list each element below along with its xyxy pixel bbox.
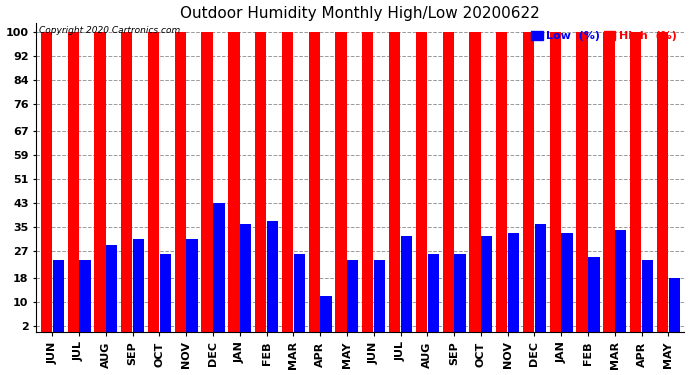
Bar bbox=[389, 32, 400, 332]
Bar bbox=[213, 203, 224, 332]
Bar bbox=[52, 260, 63, 332]
Title: Outdoor Humidity Monthly High/Low 20200622: Outdoor Humidity Monthly High/Low 202006… bbox=[181, 6, 540, 21]
Bar bbox=[401, 236, 412, 332]
Bar bbox=[159, 254, 171, 332]
Bar bbox=[201, 32, 213, 332]
Bar bbox=[282, 32, 293, 332]
Bar bbox=[106, 245, 117, 332]
Bar bbox=[669, 278, 680, 332]
Bar bbox=[186, 239, 198, 332]
Bar bbox=[362, 32, 373, 332]
Bar bbox=[79, 260, 90, 332]
Bar bbox=[240, 224, 251, 332]
Bar bbox=[576, 32, 588, 332]
Bar bbox=[481, 236, 493, 332]
Bar bbox=[642, 260, 653, 332]
Bar bbox=[95, 32, 106, 332]
Bar bbox=[589, 257, 600, 332]
Bar bbox=[228, 32, 239, 332]
Legend: Low  (%), High  (%): Low (%), High (%) bbox=[529, 28, 679, 44]
Bar bbox=[562, 233, 573, 332]
Bar bbox=[496, 32, 507, 332]
Bar bbox=[550, 32, 561, 332]
Bar bbox=[308, 32, 320, 332]
Bar bbox=[469, 32, 481, 332]
Text: Copyright 2020 Cartronics.com: Copyright 2020 Cartronics.com bbox=[39, 26, 181, 35]
Bar bbox=[267, 221, 278, 332]
Bar bbox=[320, 296, 332, 332]
Bar bbox=[416, 32, 427, 332]
Bar bbox=[133, 239, 144, 332]
Bar bbox=[454, 254, 466, 332]
Bar bbox=[442, 32, 454, 332]
Bar bbox=[523, 32, 534, 332]
Bar bbox=[603, 32, 615, 332]
Bar bbox=[630, 32, 641, 332]
Bar bbox=[508, 233, 519, 332]
Bar bbox=[121, 32, 132, 332]
Bar bbox=[175, 32, 186, 332]
Bar bbox=[347, 260, 358, 332]
Bar bbox=[68, 32, 79, 332]
Bar bbox=[615, 230, 627, 332]
Bar bbox=[374, 260, 385, 332]
Bar bbox=[335, 32, 346, 332]
Bar bbox=[294, 254, 305, 332]
Bar bbox=[428, 254, 439, 332]
Bar bbox=[148, 32, 159, 332]
Bar bbox=[535, 224, 546, 332]
Bar bbox=[255, 32, 266, 332]
Bar bbox=[657, 32, 668, 332]
Bar bbox=[41, 32, 52, 332]
